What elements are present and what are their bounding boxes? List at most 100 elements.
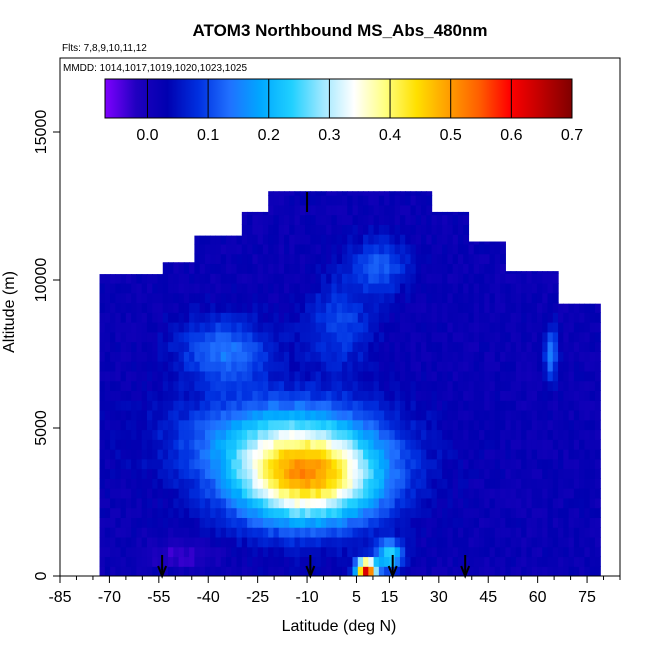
heatmap-cell (252, 419, 259, 431)
heatmap-cell (278, 341, 285, 352)
heatmap-cell (515, 546, 522, 558)
heatmap-cell (289, 429, 296, 440)
heatmap-cell (531, 351, 538, 362)
heatmap-cell (289, 536, 296, 548)
heatmap-cell (468, 419, 475, 431)
heatmap-cell (394, 341, 401, 352)
heatmap-cell (104, 478, 111, 489)
heatmap-cell (278, 429, 285, 440)
heatmap-cell (384, 400, 391, 411)
heatmap-cell (162, 468, 169, 479)
heatmap-cell (141, 439, 148, 450)
heatmap-cell (378, 458, 385, 470)
heatmap-cell (378, 263, 385, 274)
heatmap-cell (357, 273, 364, 284)
heatmap-cell (521, 419, 528, 431)
heatmap-cell (173, 331, 180, 343)
heatmap-cell (384, 263, 391, 274)
heatmap-cell (510, 302, 517, 313)
heatmap-cell (426, 243, 433, 255)
heatmap-cell (320, 361, 327, 372)
heatmap-cell (442, 390, 448, 401)
heatmap-cell (178, 478, 185, 489)
heatmap-cell (299, 224, 306, 235)
heatmap-cell (273, 243, 280, 255)
heatmap-cell (589, 468, 596, 479)
heatmap-cell (405, 302, 412, 313)
heatmap-cell (125, 322, 132, 333)
heatmap-cell (262, 409, 269, 421)
heatmap-cell (510, 273, 517, 284)
heatmap-cell (394, 331, 401, 343)
x-tick-label: -10 (295, 589, 318, 606)
heatmap-cell (252, 458, 259, 470)
heatmap-cell (331, 331, 338, 343)
heatmap-cell (168, 468, 174, 479)
heatmap-cell (547, 292, 554, 304)
heatmap-cell (573, 322, 580, 333)
heatmap-cell (168, 517, 174, 528)
heatmap-cell (215, 312, 222, 323)
heatmap-cell (368, 546, 375, 558)
heatmap-cell (141, 322, 148, 333)
heatmap-cell (157, 390, 164, 401)
heatmap-cell (294, 419, 301, 431)
heatmap-cell (468, 243, 475, 255)
heatmap-cell (315, 517, 322, 528)
heatmap-cell (394, 390, 401, 401)
heatmap-cell (252, 497, 259, 509)
heatmap-cell (510, 312, 517, 323)
heatmap-cell (104, 419, 111, 431)
heatmap-cell (136, 341, 143, 352)
heatmap-cell (315, 273, 322, 284)
heatmap-cell (131, 274, 138, 284)
heatmap-cell (257, 214, 264, 225)
heatmap-cell (421, 322, 427, 333)
heatmap-cell (347, 214, 354, 225)
heatmap-cell (199, 556, 206, 567)
heatmap-cell (231, 351, 238, 362)
heatmap-cell (357, 429, 364, 440)
heatmap-cell (141, 361, 148, 372)
heatmap-cell (473, 243, 480, 255)
heatmap-cell (326, 322, 333, 333)
heatmap-cell (199, 449, 206, 460)
heatmap-cell (436, 488, 443, 499)
heatmap-cell (110, 507, 116, 518)
heatmap-cell (204, 235, 211, 245)
heatmap-cell (305, 282, 311, 294)
heatmap-cell (252, 380, 259, 392)
heatmap-cell (363, 478, 369, 489)
heatmap-cell (215, 322, 222, 333)
heatmap-cell (104, 274, 111, 284)
heatmap-cell (547, 439, 554, 450)
heatmap-cell (584, 312, 591, 323)
heatmap-cell (505, 322, 512, 333)
heatmap-cell (215, 292, 222, 304)
heatmap-cell (484, 546, 491, 558)
heatmap-cell (226, 331, 232, 343)
heatmap-cell (536, 517, 543, 528)
heatmap-cell (352, 527, 359, 538)
heatmap-cell (526, 546, 533, 558)
heatmap-cell (347, 497, 354, 509)
heatmap-cell (431, 527, 438, 538)
heatmap-cell (199, 409, 206, 421)
heatmap-cell (552, 361, 559, 372)
heatmap-cell (125, 292, 132, 304)
heatmap-cell (347, 400, 354, 411)
heatmap-cell (468, 331, 475, 343)
heatmap-cell (310, 497, 317, 509)
heatmap-cell (99, 409, 106, 421)
heatmap-cell (326, 468, 333, 479)
heatmap-cell (584, 546, 591, 558)
heatmap-cell (336, 380, 343, 392)
heatmap-cell (173, 273, 180, 284)
heatmap-cell (463, 273, 470, 284)
heatmap-cell (310, 370, 317, 382)
heatmap-cell (547, 566, 554, 576)
heatmap-cell (347, 536, 354, 548)
heatmap-cell (552, 507, 559, 518)
heatmap-cell (199, 478, 206, 489)
heatmap-cell (436, 312, 443, 323)
